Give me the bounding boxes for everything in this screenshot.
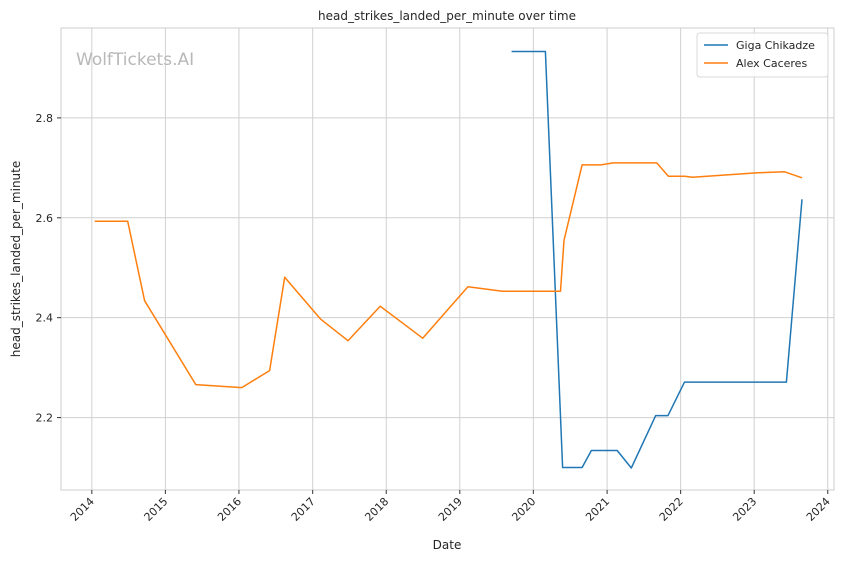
x-tick-label: 2022 [657,495,686,524]
x-tick-label: 2016 [215,495,244,524]
x-tick-label: 2015 [142,495,171,524]
plot-area-border [60,27,835,491]
x-axis-ticks: 2014 2015 2016 2017 2018 2019 2020 2021 2022 2023… [68,490,833,524]
y-tick-label: 2.4 [36,312,54,325]
x-tick-label: 2018 [362,495,391,524]
y-axis-ticks: 2.2 2.4 2.6 2.8 [36,112,61,425]
y-tick-label: 2.2 [36,412,54,425]
series-line-alex-caceres [94,162,803,389]
y-tick-label: 2.8 [36,112,54,125]
x-tick-label: 2019 [436,495,465,524]
series-line-giga-chikadze [511,50,803,469]
legend-label: Alex Caceres [736,57,807,70]
series-layer [94,50,803,469]
x-tick-label: 2020 [509,495,538,524]
legend: Giga Chikadze Alex Caceres [696,32,829,78]
legend-box [696,32,829,78]
x-tick-label: 2021 [583,495,612,524]
grid [61,28,834,490]
x-tick-label: 2017 [289,495,318,524]
x-tick-label: 2024 [804,495,833,524]
legend-label: Giga Chikadze [736,39,815,52]
chart-title: head_strikes_landed_per_minute over time [318,9,576,23]
x-axis-label: Date [433,538,462,552]
y-tick-label: 2.6 [36,212,54,225]
x-tick-label: 2014 [68,495,97,524]
x-tick-label: 2023 [730,495,759,524]
watermark: WolfTickets.AI [76,50,194,70]
y-axis-label: head_strikes_landed_per_minute [9,161,23,358]
